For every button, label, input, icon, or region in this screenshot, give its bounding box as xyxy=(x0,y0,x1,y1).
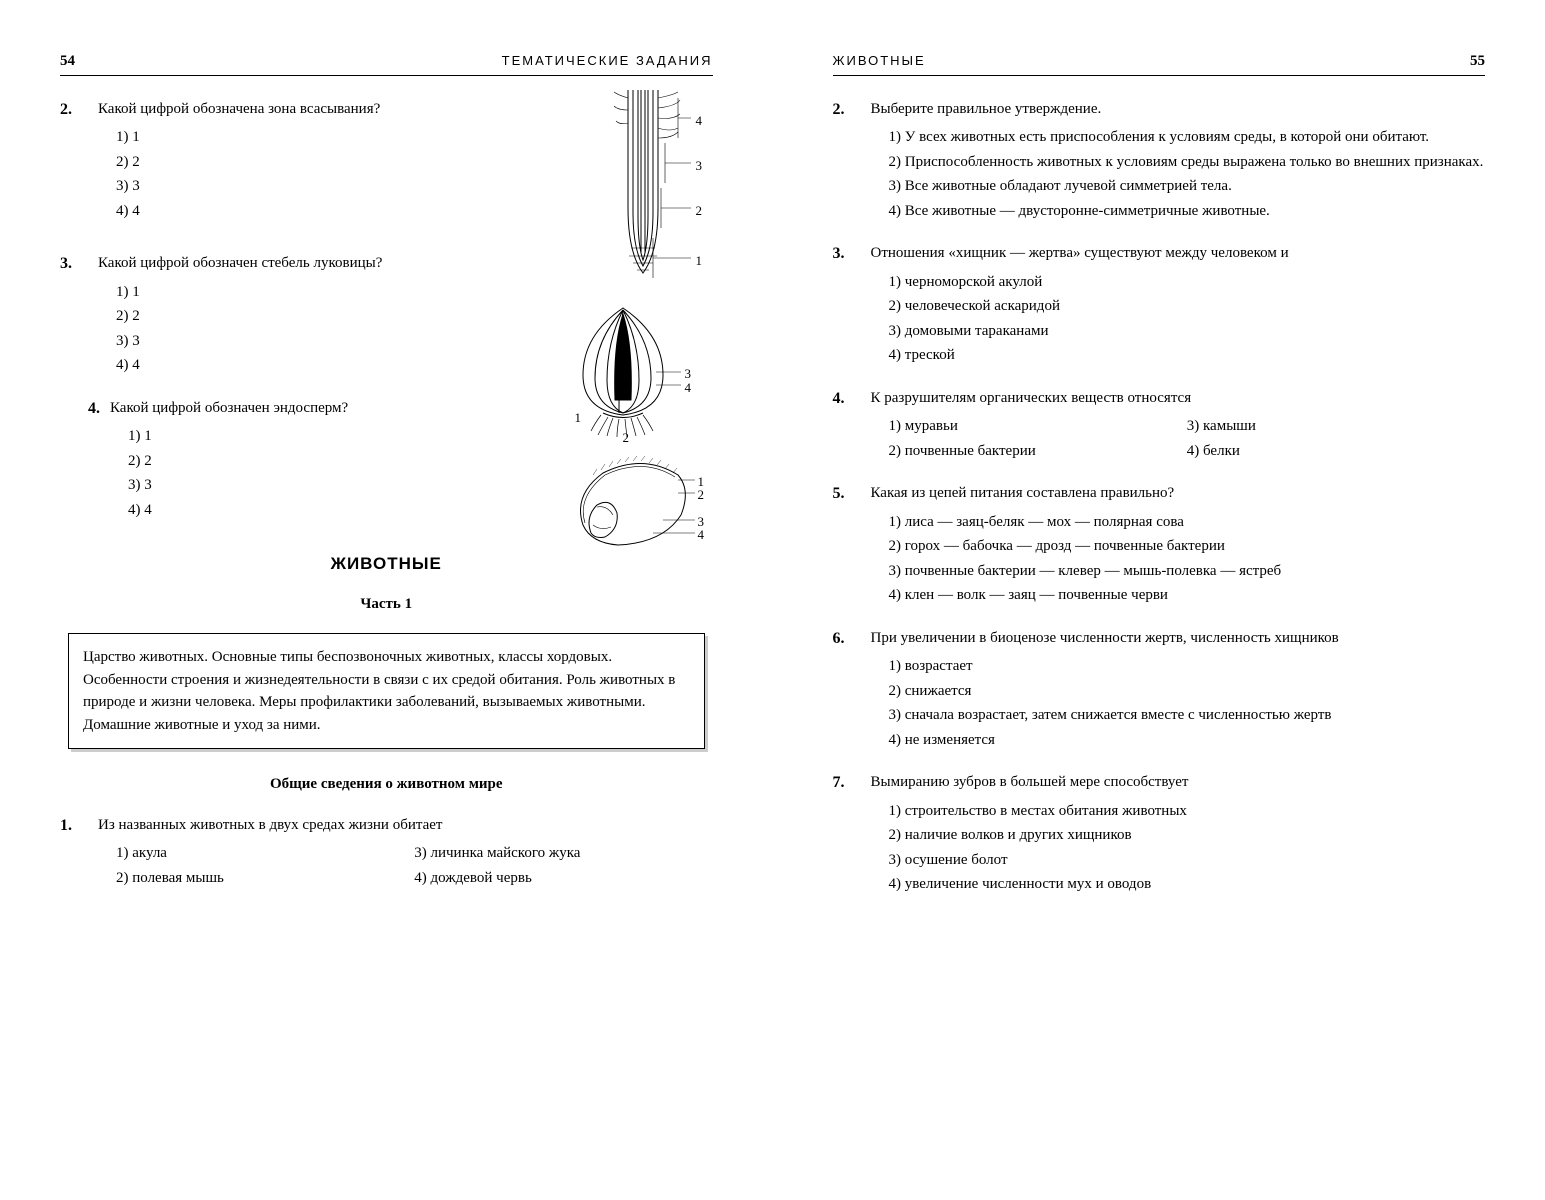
book-spread: 54 ТЕМАТИЧЕСКИЕ ЗАДАНИЯ 2. Какой цифрой … xyxy=(0,0,1545,1200)
fig-label: 4 xyxy=(685,378,692,398)
page-left: 54 ТЕМАТИЧЕСКИЕ ЗАДАНИЯ 2. Какой цифрой … xyxy=(0,0,773,1200)
fig-label: 4 xyxy=(696,111,703,131)
fig-label: 2 xyxy=(698,485,705,505)
option: 4) не изменяется xyxy=(889,729,1486,752)
option: 1) возрастает xyxy=(889,655,1486,678)
question-r6: 6. При увеличении в биоценозе численност… xyxy=(833,627,1486,754)
option: 4) 4 xyxy=(116,200,398,223)
topic-overview-box: Царство животных. Основные типы беспозво… xyxy=(68,633,705,749)
question-number: 4. xyxy=(88,397,110,524)
question-stem: Вымиранию зубров в большей мере способст… xyxy=(871,771,1486,794)
question-number: 3. xyxy=(60,252,98,379)
question-number: 1. xyxy=(60,814,98,892)
option: 3) сначала возрастает, затем снижается в… xyxy=(889,704,1486,727)
question-r2: 2. Выберите правильное утверждение. 1) У… xyxy=(833,98,1486,225)
question-number: 3. xyxy=(833,242,871,369)
question-number: 7. xyxy=(833,771,871,898)
running-head-label-left: ТЕМАТИЧЕСКИЕ ЗАДАНИЯ xyxy=(502,51,713,71)
option: 1) У всех животных есть приспособления к… xyxy=(889,126,1486,149)
option: 2) 2 xyxy=(116,305,398,328)
question-r5: 5. Какая из цепей питания составлена пра… xyxy=(833,482,1486,609)
option: 1) лиса — заяц-беляк — мох — полярная со… xyxy=(889,511,1486,534)
question-number: 2. xyxy=(60,98,98,225)
option: 4) 4 xyxy=(116,354,398,377)
fig-label: 4 xyxy=(698,525,705,545)
option: 3) домовыми тараканами xyxy=(889,320,1486,343)
question-number: 4. xyxy=(833,387,871,465)
seed-svg xyxy=(563,455,713,555)
option: 1) черноморской акулой xyxy=(889,271,1486,294)
option: 2) 2 xyxy=(116,151,398,174)
fig-label: 3 xyxy=(696,156,703,176)
option: 2) 2 xyxy=(128,450,420,473)
question-number: 5. xyxy=(833,482,871,609)
running-head-left: 54 ТЕМАТИЧЕСКИЕ ЗАДАНИЯ xyxy=(60,50,713,76)
question-number: 2. xyxy=(833,98,871,225)
question-r3: 3. Отношения «хищник — жертва» существую… xyxy=(833,242,1486,369)
option: 2) горох — бабочка — дрозд — почвенные б… xyxy=(889,535,1486,558)
option: 3) личинка майского жука xyxy=(414,842,712,865)
running-head-label-right: ЖИВОТНЫЕ xyxy=(833,51,926,71)
question-stem: Какая из цепей питания составлена правил… xyxy=(871,482,1486,505)
option: 3) осушение болот xyxy=(889,849,1486,872)
question-stem: К разрушителям органических веществ отно… xyxy=(871,387,1486,410)
option: 1) акула xyxy=(116,842,414,865)
option: 3) камыши xyxy=(1187,415,1485,438)
question-1b: 1. Из названных животных в двух средах ж… xyxy=(60,814,713,892)
option: 1) 1 xyxy=(116,281,398,304)
option: 2) Приспособленность животных к условиям… xyxy=(889,151,1486,174)
question-stem: Какой цифрой обозначена зона всасывания? xyxy=(98,98,398,121)
question-stem: Выберите правильное утверждение. xyxy=(871,98,1486,121)
option: 4) белки xyxy=(1187,440,1485,463)
question-r7: 7. Вымиранию зубров в большей мере спосо… xyxy=(833,771,1486,898)
question-r4: 4. К разрушителям органических веществ о… xyxy=(833,387,1486,465)
question-number: 6. xyxy=(833,627,871,754)
question-stem: При увеличении в биоценозе численности ж… xyxy=(871,627,1486,650)
option: 2) почвенные бактерии xyxy=(889,440,1187,463)
option: 3) 3 xyxy=(128,474,420,497)
page-right: ЖИВОТНЫЕ 55 2. Выберите правильное утвер… xyxy=(773,0,1545,1200)
option: 2) человеческой аскаридой xyxy=(889,295,1486,318)
option: 2) снижается xyxy=(889,680,1486,703)
running-head-right: ЖИВОТНЫЕ 55 xyxy=(833,50,1486,76)
question-stem: Отношения «хищник — жертва» существуют м… xyxy=(871,242,1486,265)
page-number-left: 54 xyxy=(60,50,75,73)
option: 1) муравьи xyxy=(889,415,1187,438)
option: 4) треской xyxy=(889,344,1486,367)
sub-section-title: Общие сведения о животном мире xyxy=(60,773,713,796)
question-stem: Из названных животных в двух средах жизн… xyxy=(98,814,713,837)
option: 1) 1 xyxy=(128,425,420,448)
question-stem: Какой цифрой обозначен эндосперм? xyxy=(110,397,420,420)
option: 1) 1 xyxy=(116,126,398,149)
fig-label: 2 xyxy=(696,201,703,221)
option: 3) почвенные бактерии — клевер — мышь-по… xyxy=(889,560,1486,583)
option: 4) дождевой червь xyxy=(414,867,712,890)
option: 4) клен — волк — заяц — почвенные черви xyxy=(889,584,1486,607)
option: 4) Все животные — двусторонне-симметричн… xyxy=(889,200,1486,223)
option: 4) 4 xyxy=(128,499,420,522)
part-title: Часть 1 xyxy=(60,593,713,616)
question-stem: Какой цифрой обозначен стебель луковицы? xyxy=(98,252,398,275)
option: 4) увеличение численности мух и оводов xyxy=(889,873,1486,896)
option: 3) 3 xyxy=(116,330,398,353)
option: 2) наличие волков и других хищников xyxy=(889,824,1486,847)
figure-seed: 1 2 3 4 xyxy=(563,455,713,555)
option: 2) полевая мышь xyxy=(116,867,414,890)
page-number-right: 55 xyxy=(1470,50,1485,73)
option: 3) Все животные обладают лучевой симметр… xyxy=(889,175,1486,198)
option: 3) 3 xyxy=(116,175,398,198)
option: 1) строительство в местах обитания живот… xyxy=(889,800,1486,823)
